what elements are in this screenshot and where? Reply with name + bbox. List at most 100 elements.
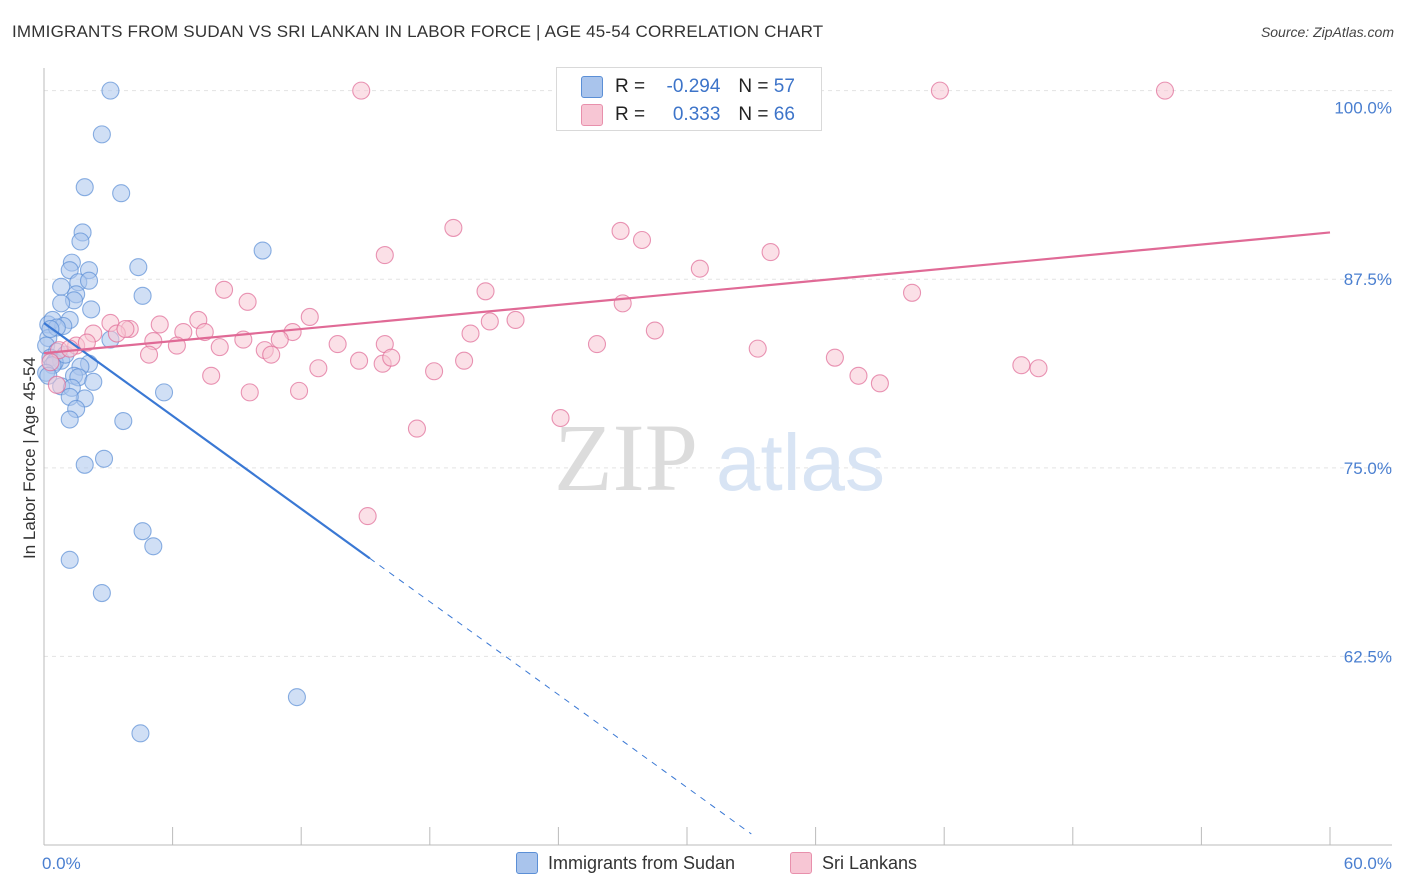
- axes: [43, 68, 1392, 846]
- data-point-srilanka: [930, 81, 949, 100]
- watermark-zip: ZIP: [554, 404, 698, 511]
- data-point-srilanka: [300, 307, 319, 326]
- stats-legend: R = -0.294 N = 57 R = 0.333 N = 66: [556, 67, 822, 131]
- data-point-srilanka: [690, 259, 709, 278]
- data-point-srilanka: [240, 383, 259, 402]
- data-point-srilanka: [290, 381, 309, 400]
- data-point-srilanka: [849, 366, 868, 385]
- data-point-srilanka: [238, 292, 257, 311]
- bottom-legend-srilanka[interactable]: Sri Lankans: [790, 852, 917, 874]
- trend-line-sudan-extrapolated: [369, 557, 752, 835]
- data-point-srilanka: [870, 374, 889, 393]
- data-point-srilanka: [47, 375, 66, 394]
- data-point-srilanka: [309, 359, 328, 378]
- data-point-srilanka: [461, 324, 480, 343]
- data-point-srilanka: [262, 345, 281, 364]
- data-point-srilanka: [382, 348, 401, 367]
- data-point-sudan: [144, 537, 163, 556]
- x-tick-label: 0.0%: [42, 854, 81, 873]
- chart-title: IMMIGRANTS FROM SUDAN VS SRI LANKAN IN L…: [12, 22, 824, 41]
- data-point-srilanka: [825, 348, 844, 367]
- data-point-sudan: [114, 411, 133, 431]
- data-point-sudan: [287, 688, 306, 707]
- data-point-srilanka: [407, 419, 426, 438]
- data-point-srilanka: [632, 230, 652, 250]
- data-point-sudan: [84, 372, 103, 391]
- legend-r-label: R =: [615, 104, 646, 125]
- data-point-srilanka: [444, 218, 463, 237]
- y-tick-label: 62.5%: [1344, 647, 1392, 666]
- trend-line-sudan: [43, 322, 371, 560]
- data-point-sudan: [75, 455, 94, 474]
- data-point-srilanka: [375, 246, 394, 265]
- data-point-sudan: [60, 550, 79, 569]
- data-point-srilanka: [210, 338, 229, 357]
- legend-swatch-sudan: [581, 76, 603, 98]
- legend-swatch-srilanka: [581, 104, 603, 126]
- legend-n-value-sudan: 57: [773, 76, 795, 97]
- legend-n-label: N =: [738, 76, 769, 97]
- y-tick-label: 100.0%: [1334, 99, 1392, 118]
- data-point-srilanka: [1029, 359, 1048, 378]
- data-point-sudan: [154, 383, 174, 402]
- data-point-srilanka: [425, 362, 444, 381]
- y-axis-label: In Labor Force | Age 45-54: [20, 357, 39, 559]
- bottom-legend-label-sudan: Immigrants from Sudan: [548, 852, 736, 873]
- tick-labels: 62.5% 75.0% 87.5% 100.0% 0.0% 60.0%: [42, 99, 1392, 873]
- x-tick-label: 60.0%: [1344, 854, 1392, 873]
- data-point-srilanka: [358, 507, 377, 526]
- source-credit: Source: ZipAtlas.com: [1260, 24, 1394, 40]
- data-point-sudan: [112, 184, 131, 203]
- data-point-srilanka: [270, 330, 289, 349]
- watermark-atlas: atlas: [716, 418, 885, 507]
- data-point-sudan: [131, 724, 150, 743]
- watermark: ZIP atlas: [554, 404, 885, 511]
- data-point-sudan: [52, 277, 71, 296]
- legend-r-value-srilanka: 0.333: [672, 104, 721, 125]
- data-point-srilanka: [748, 339, 767, 358]
- data-point-sudan: [133, 286, 152, 305]
- data-point-srilanka: [350, 351, 369, 370]
- data-point-srilanka: [195, 322, 214, 342]
- data-point-srilanka: [352, 81, 371, 100]
- data-point-sudan: [253, 241, 272, 260]
- gridlines: [44, 90, 1392, 657]
- data-point-sudan: [71, 232, 90, 251]
- data-point-srilanka: [1155, 81, 1175, 100]
- legend-row-sudan: R = -0.294 N = 57: [581, 74, 795, 100]
- data-point-sudan: [75, 178, 94, 197]
- trend-lines: [43, 231, 1331, 835]
- y-tick-label: 75.0%: [1344, 459, 1392, 478]
- bottom-swatch-sudan: [516, 852, 538, 874]
- data-point-srilanka: [77, 333, 96, 352]
- bottom-swatch-srilanka: [790, 852, 812, 874]
- legend-n-value-srilanka: 66: [773, 104, 795, 125]
- legend-n-label: N =: [738, 104, 769, 125]
- data-point-sudan: [82, 300, 101, 319]
- data-point-srilanka: [902, 283, 922, 302]
- data-point-srilanka: [214, 280, 234, 299]
- data-point-sudan: [60, 410, 79, 429]
- bottom-legend-label-srilanka: Sri Lankans: [822, 852, 918, 873]
- data-point-srilanka: [476, 282, 495, 301]
- data-point-sudan: [133, 522, 152, 541]
- bottom-legend-sudan[interactable]: Immigrants from Sudan: [516, 852, 735, 874]
- legend-r-value-sudan: -0.294: [666, 76, 721, 97]
- data-point-srilanka: [150, 315, 169, 334]
- data-point-sudan: [92, 125, 111, 144]
- trend-line-srilanka: [43, 231, 1331, 355]
- legend-r-label: R =: [615, 76, 646, 97]
- data-point-sudan: [94, 449, 114, 468]
- data-point-sudan: [79, 271, 99, 290]
- data-point-srilanka: [645, 321, 664, 340]
- data-point-srilanka: [202, 366, 221, 385]
- data-point-sudan: [52, 294, 71, 313]
- y-tick-label: 87.5%: [1344, 270, 1392, 289]
- legend-row-srilanka: R = 0.333 N = 66: [581, 102, 795, 128]
- data-point-sudan: [101, 81, 120, 100]
- data-point-srilanka: [506, 310, 525, 330]
- data-point-srilanka: [328, 335, 347, 354]
- data-point-srilanka: [587, 335, 607, 354]
- data-point-srilanka: [480, 312, 499, 331]
